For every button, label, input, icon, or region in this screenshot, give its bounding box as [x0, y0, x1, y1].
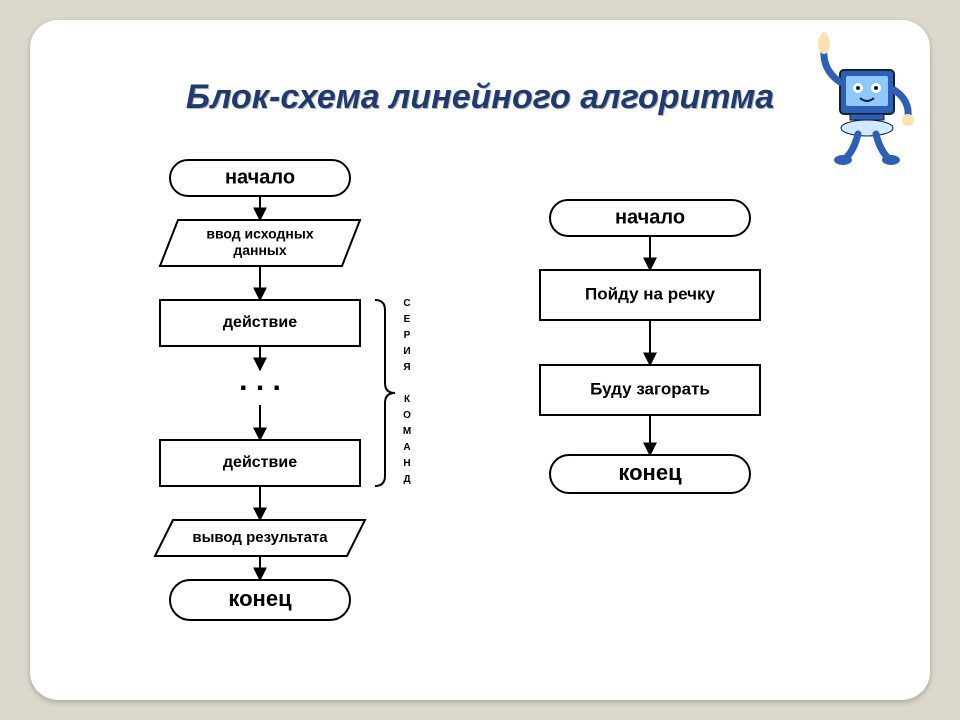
slide: Блок-схема линейного алгоритма начало вво… — [30, 20, 930, 700]
svg-text:Я: Я — [403, 362, 410, 373]
svg-text:Д: Д — [403, 474, 410, 485]
svg-text:Н: Н — [403, 458, 410, 469]
svg-text:конец: конец — [618, 460, 682, 485]
svg-text:начало: начало — [225, 166, 295, 188]
svg-text:М: М — [403, 426, 411, 437]
svg-text:начало: начало — [615, 206, 685, 228]
svg-text:Е: Е — [404, 314, 411, 325]
svg-text:. . .: . . . — [239, 364, 281, 397]
svg-text:К: К — [404, 394, 411, 405]
slide-title: Блок-схема линейного алгоритма — [30, 78, 930, 117]
svg-text:А: А — [403, 442, 410, 453]
svg-text:ввод исходных: ввод исходных — [206, 226, 313, 242]
svg-text:данных: данных — [233, 242, 287, 258]
svg-text:Буду загорать: Буду загорать — [590, 379, 710, 398]
flowchart-left: начало ввод исходныхданных действие . . . де… — [110, 150, 430, 680]
svg-text:О: О — [403, 410, 411, 421]
svg-text:вывод результата: вывод результата — [192, 529, 328, 546]
svg-text:действие: действие — [223, 314, 297, 331]
svg-text:конец: конец — [228, 586, 292, 611]
svg-text:И: И — [403, 346, 410, 357]
svg-text:Р: Р — [404, 330, 411, 341]
flowchart-right: начало Пойду на речку Буду загорать конец — [490, 190, 810, 530]
svg-text:действие: действие — [223, 454, 297, 471]
svg-text:Пойду на речку: Пойду на речку — [585, 284, 715, 303]
mascot-computer-icon — [810, 30, 920, 170]
svg-text:С: С — [403, 298, 410, 309]
